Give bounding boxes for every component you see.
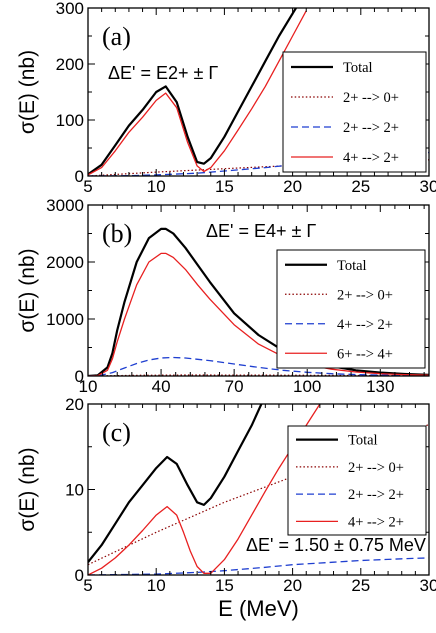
y-tick-label: 1000: [46, 310, 84, 329]
legend: Total 2+ --> 0+ 2+ --> 2+ 4+ --> 2+: [287, 425, 427, 536]
panel-label: (a): [102, 22, 131, 51]
series-line-3: [88, 356, 429, 376]
annotation: ΔE' = 1.50 ± 0.75 MeV: [246, 535, 426, 555]
legend-label: 2+ --> 0+: [343, 90, 399, 106]
y-tick-label: 10: [65, 481, 84, 500]
legend-label: 2+ --> 0+: [337, 287, 393, 303]
y-tick-label: 0: [75, 566, 84, 585]
legend-label: 2+ --> 2+: [343, 120, 399, 136]
series-group: [88, 404, 429, 575]
legend-label: Total: [348, 433, 378, 449]
legend: Total 2+ --> 0+ 2+ --> 2+ 4+ --> 2+: [282, 51, 427, 173]
annotation: ΔE' = E4+ ± Γ: [206, 221, 316, 241]
x-tick-label: 10: [79, 377, 98, 396]
series-line-4: [88, 252, 429, 376]
y-tick-label: 3000: [46, 196, 84, 215]
y-axis-label: σ(E) (nb): [16, 248, 39, 332]
x-tick-label: 10: [147, 177, 166, 196]
y-tick-label: 2000: [46, 253, 84, 272]
legend-label: 4+ --> 2+: [343, 150, 399, 166]
legend-label: Total: [343, 60, 373, 76]
series-line-4: [88, 10, 307, 176]
series-line-1: [88, 404, 263, 563]
x-tick-label: 30: [420, 177, 436, 196]
legend-box: [282, 51, 427, 173]
chart-panel-c: 5 10 15 20 25 30 0 10 20 σ(E) (nb) (c) ΔE' = 1.50 ±…: [16, 395, 436, 595]
x-tick-label: 30: [420, 576, 436, 595]
legend-label: 2+ --> 2+: [348, 487, 404, 503]
x-tick-label: 10: [147, 576, 166, 595]
legend-label: Total: [337, 258, 367, 274]
x-tick-label: 15: [215, 576, 234, 595]
y-axis-label: σ(E) (nb): [16, 447, 39, 531]
legend-box: [287, 425, 427, 536]
series-line-2: [88, 159, 429, 176]
series-line-4: [88, 404, 321, 575]
x-tick-label: 100: [293, 377, 321, 396]
legend-box: [276, 249, 426, 369]
legend-label: 4+ --> 2+: [348, 514, 404, 530]
panel-label: (b): [102, 219, 132, 248]
x-tick-label: 40: [152, 377, 171, 396]
annotation: ΔE' = E2+ ± Γ: [108, 63, 218, 83]
y-tick-label: 0: [75, 167, 84, 186]
legend-label: 4+ --> 2+: [337, 317, 393, 333]
series-line-2: [88, 374, 429, 376]
x-tick-label: 130: [366, 377, 394, 396]
legend: Total 2+ --> 0+ 4+ --> 2+ 6+ --> 4+: [276, 249, 426, 369]
x-axis-label: E (MeV): [218, 596, 299, 621]
x-tick-label: 25: [351, 576, 370, 595]
chart-panel-b: 10 40 70 100 130 0 1000 2000 3000 σ(E) (nb) (b) ΔE'…: [16, 196, 430, 396]
x-tick-label: 5: [83, 576, 92, 595]
x-tick-label: 5: [83, 177, 92, 196]
y-tick-label: 0: [75, 367, 84, 386]
y-tick-label: 100: [56, 111, 84, 130]
y-tick-label: 200: [56, 55, 84, 74]
legend-label: 2+ --> 0+: [348, 460, 404, 476]
x-tick-label: 20: [283, 576, 302, 595]
panel-label: (c): [102, 418, 131, 447]
x-tick-label: 70: [225, 377, 244, 396]
x-tick-label: 15: [215, 177, 234, 196]
x-tick-label: 20: [283, 177, 302, 196]
y-tick-label: 20: [65, 395, 84, 414]
series-line-1: [88, 8, 298, 176]
x-tick-label: 25: [351, 177, 370, 196]
series-line-2: [88, 423, 429, 566]
series-line-3: [88, 557, 429, 575]
y-tick-label: 300: [56, 0, 84, 18]
legend-label: 6+ --> 4+: [337, 346, 393, 362]
y-axis-label: σ(E) (nb): [16, 50, 39, 134]
